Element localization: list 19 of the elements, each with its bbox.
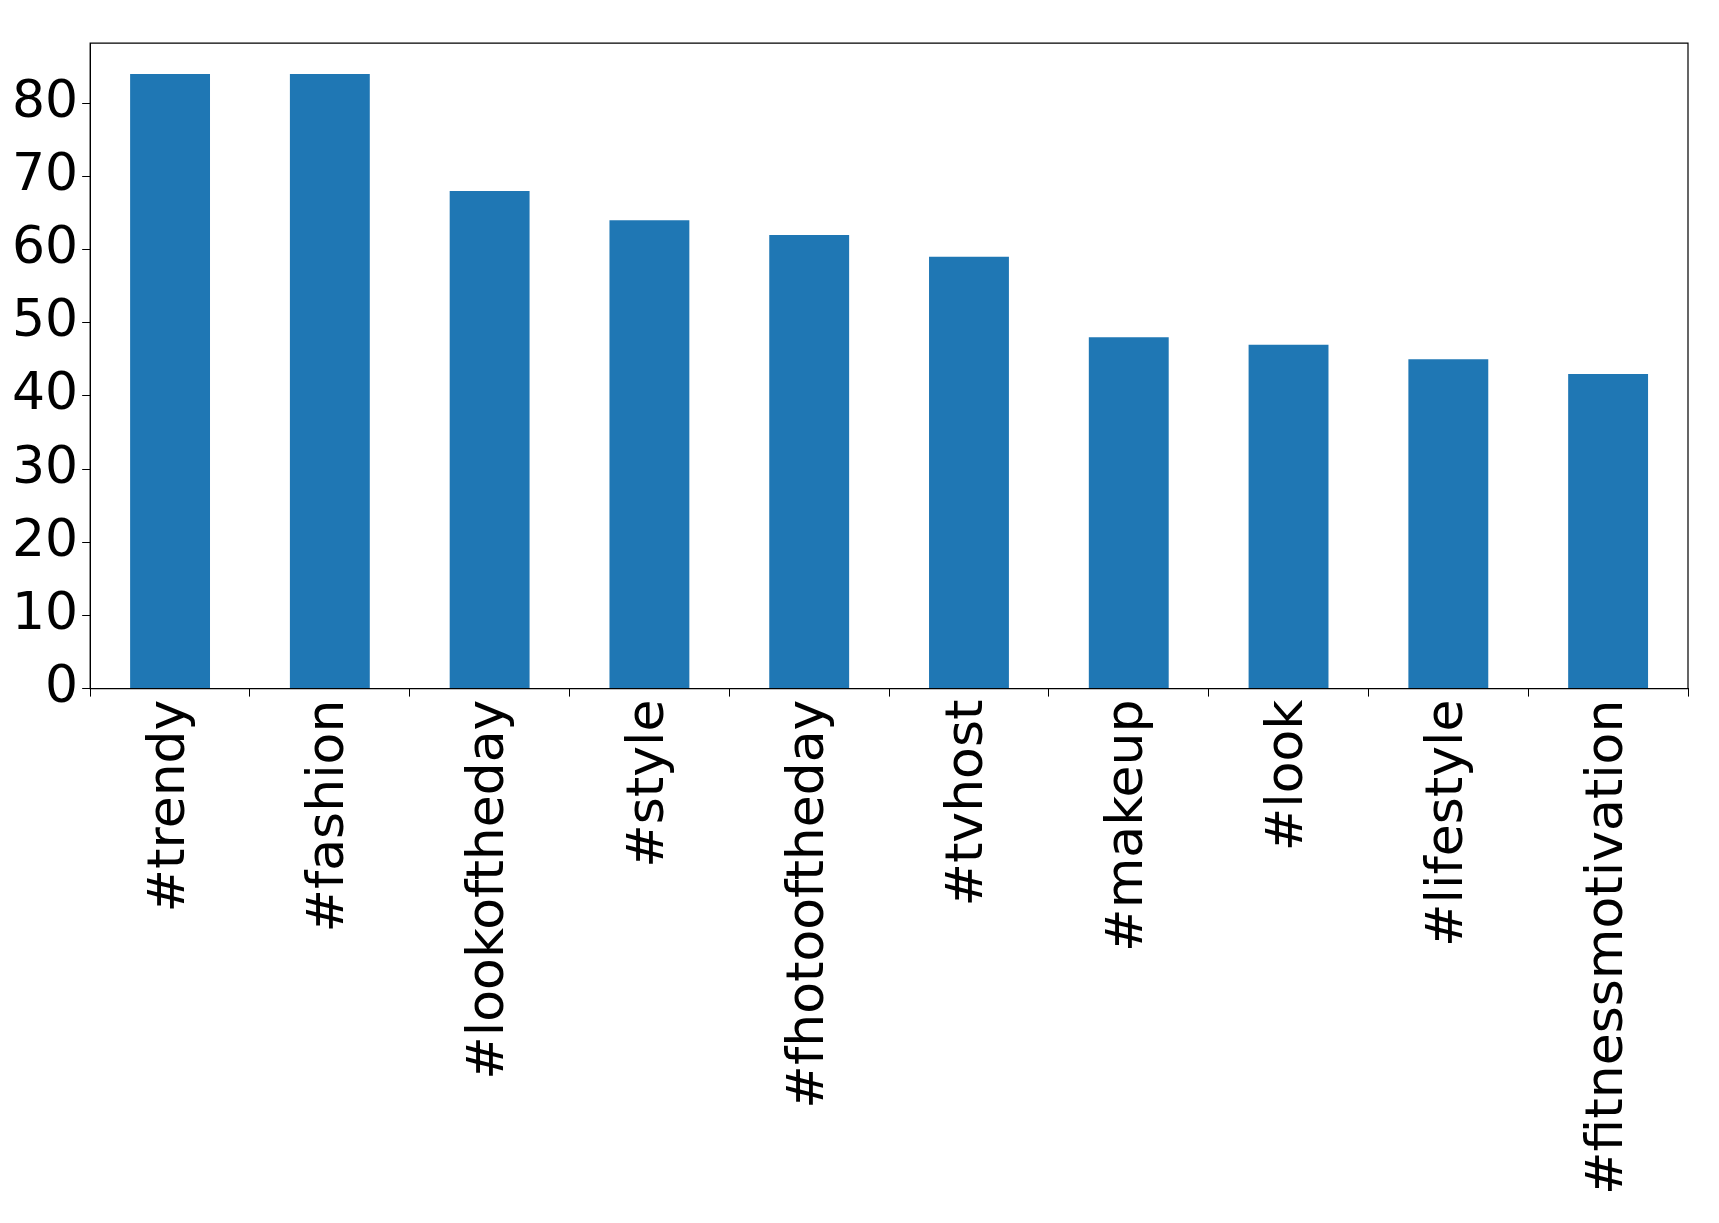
y-tick-label: 70 — [12, 141, 79, 202]
x-tick-label: #fashion — [295, 699, 356, 933]
x-tick-label: #style — [614, 699, 675, 868]
y-tick-label: 80 — [12, 68, 79, 129]
x-tick-label: #lifestyle — [1413, 699, 1474, 948]
x-tick-label: #tvhost — [934, 699, 995, 907]
y-tick-label: 60 — [12, 215, 79, 276]
y-tick-label: 30 — [12, 434, 79, 495]
x-tick-label: #trendy — [135, 699, 196, 913]
x-tick-label: #makeup — [1094, 699, 1155, 952]
x-tick-label: #look — [1254, 699, 1315, 852]
y-tick-label: 50 — [12, 288, 79, 349]
x-tick-label: #fhotooftheday — [774, 699, 835, 1109]
y-tick-label: 40 — [12, 361, 79, 422]
y-tick-label: 20 — [12, 507, 79, 568]
x-tick-label: #fitnessmotivation — [1573, 699, 1634, 1196]
y-tick-label: 10 — [12, 580, 79, 641]
x-tick-label: #lookoftheday — [455, 699, 516, 1080]
y-tick-label: 0 — [45, 654, 79, 715]
